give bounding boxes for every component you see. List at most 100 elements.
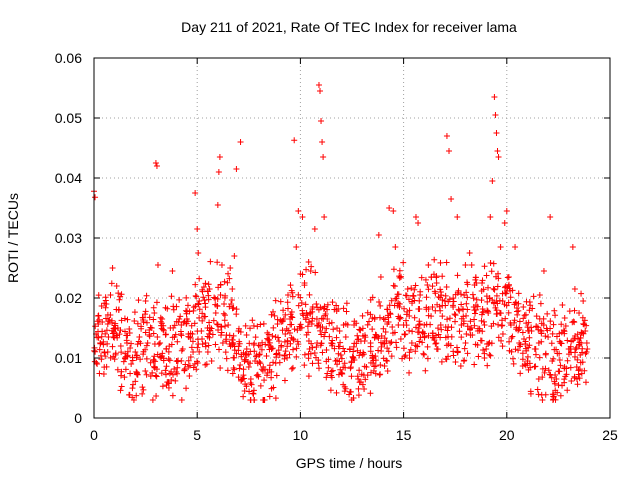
data-point — [416, 305, 423, 312]
data-point — [456, 328, 463, 335]
data-point — [270, 308, 277, 315]
data-point — [113, 283, 120, 289]
data-point — [196, 306, 203, 313]
data-point — [409, 292, 416, 299]
data-point — [409, 300, 416, 307]
data-point — [315, 322, 322, 329]
data-point — [478, 297, 485, 304]
data-point — [388, 353, 395, 360]
data-point — [448, 196, 455, 202]
data-point — [169, 268, 176, 274]
data-point — [573, 363, 580, 370]
data-point — [190, 349, 197, 355]
data-point — [95, 321, 102, 328]
data-point — [240, 372, 247, 379]
data-point — [183, 294, 190, 301]
data-point — [324, 306, 331, 313]
data-point — [266, 336, 273, 343]
data-point — [104, 321, 111, 328]
data-point — [201, 313, 208, 320]
data-point — [437, 294, 444, 301]
data-point — [485, 340, 492, 347]
data-point — [233, 306, 240, 313]
data-point — [187, 354, 194, 361]
data-point — [183, 316, 190, 322]
data-point — [308, 321, 315, 328]
data-point — [92, 348, 99, 355]
data-point — [221, 301, 228, 307]
data-point — [400, 345, 407, 352]
data-point — [102, 330, 109, 337]
data-point — [289, 293, 296, 300]
data-point — [355, 376, 362, 382]
data-point — [238, 353, 245, 360]
data-point — [186, 308, 193, 315]
data-point — [389, 324, 396, 331]
data-point — [331, 345, 338, 352]
data-point — [222, 336, 229, 343]
data-point — [272, 334, 279, 340]
data-point — [140, 351, 147, 358]
data-point — [218, 323, 225, 330]
data-point — [502, 315, 509, 322]
data-point — [555, 382, 562, 389]
data-point — [153, 373, 160, 380]
data-point — [577, 334, 584, 341]
data-point — [548, 374, 555, 381]
data-point — [192, 292, 199, 299]
data-point — [287, 316, 294, 322]
data-point — [337, 352, 344, 359]
data-point — [429, 283, 436, 290]
data-point — [450, 298, 457, 305]
data-point — [304, 323, 311, 330]
data-point — [107, 311, 114, 318]
data-point — [417, 292, 424, 298]
data-point — [574, 356, 581, 363]
data-point — [190, 364, 197, 371]
data-point — [494, 283, 501, 290]
data-point — [268, 368, 275, 375]
data-point — [534, 386, 541, 393]
data-point — [448, 324, 455, 331]
data-point — [535, 391, 542, 398]
data-point — [342, 334, 349, 340]
data-point — [341, 388, 348, 395]
data-point — [137, 356, 144, 363]
data-point — [519, 329, 526, 336]
data-point — [505, 274, 512, 280]
x-tick-label: 25 — [602, 427, 618, 443]
data-point — [515, 327, 522, 334]
data-point — [576, 375, 583, 382]
data-point — [284, 354, 291, 361]
data-point — [153, 163, 160, 169]
data-point — [200, 294, 207, 301]
data-point — [303, 266, 310, 273]
data-point — [112, 325, 119, 332]
data-point — [151, 310, 158, 317]
data-point — [508, 334, 515, 341]
data-point — [556, 350, 563, 357]
data-point — [112, 320, 119, 327]
y-tick-label: 0.02 — [55, 290, 82, 306]
data-point — [338, 355, 345, 362]
data-point — [444, 316, 451, 323]
data-point — [262, 341, 269, 348]
data-point — [102, 297, 109, 304]
data-point — [160, 326, 167, 333]
data-point — [327, 387, 334, 394]
data-point — [354, 347, 361, 354]
data-point — [154, 351, 161, 358]
data-point — [100, 341, 107, 348]
data-point — [238, 376, 245, 383]
y-tick-label: 0.06 — [55, 50, 82, 66]
data-point — [167, 325, 174, 331]
data-point — [165, 384, 172, 391]
data-point — [179, 346, 186, 352]
data-point — [422, 367, 429, 374]
data-point — [377, 371, 384, 378]
data-point — [548, 340, 555, 347]
data-point — [487, 352, 494, 359]
data-point — [409, 328, 416, 335]
data-point — [170, 306, 177, 313]
data-point — [505, 309, 512, 316]
